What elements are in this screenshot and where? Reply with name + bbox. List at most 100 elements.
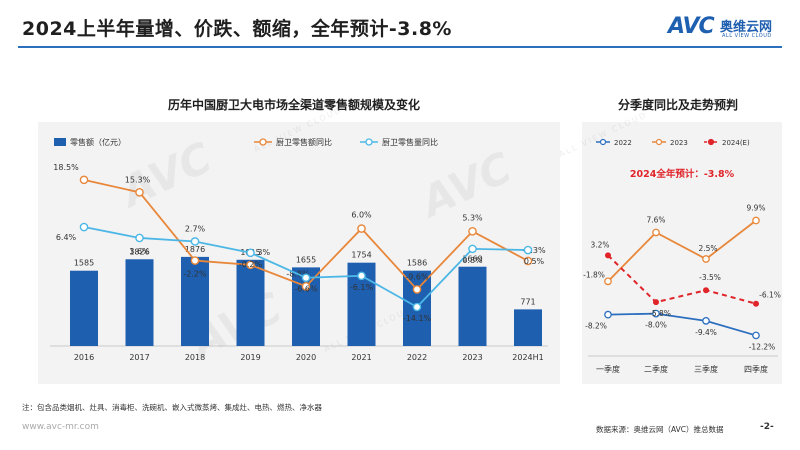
legend-bar-label: 零售额（亿元） xyxy=(70,137,126,147)
series-2024(E)-label: 3.2% xyxy=(590,240,609,249)
value-yoy-label: -9.6% xyxy=(405,272,429,281)
avc-logo: AVC 奥维云网 ALL VIEW CLOUD xyxy=(668,14,784,44)
value-yoy-point xyxy=(357,224,366,233)
x-tick-label: 2020 xyxy=(296,353,316,362)
series-2022-label: -8.2% xyxy=(585,322,607,331)
value-yoy-label: 5.3% xyxy=(462,213,483,222)
legend-volume-yoy-label: 厨卫零售量同比 xyxy=(382,137,438,147)
series-2024(E)-label: -6.1% xyxy=(759,291,781,300)
legend-value-yoy-label: 厨卫零售额同比 xyxy=(276,137,332,147)
x-tick-label: 2016 xyxy=(74,353,94,362)
logo-en: ALL VIEW CLOUD xyxy=(722,33,772,39)
bar-value-label: 1754 xyxy=(351,251,371,260)
series-2023-label: -1.8% xyxy=(583,270,605,279)
x-tick-label: 2023 xyxy=(462,353,482,362)
series-2024(E)-point xyxy=(703,287,709,294)
bar-value-label: 1586 xyxy=(407,259,427,268)
website-link[interactable]: www.avc-mr.com xyxy=(22,422,99,432)
forecast-annotation: 2024全年预计：-3.8% xyxy=(630,168,735,180)
series-2024(E)-label: -5.8% xyxy=(649,309,671,318)
value-yoy-point xyxy=(190,256,200,265)
bar-2018 xyxy=(181,256,209,346)
value-yoy-label: -3.3% xyxy=(247,248,271,257)
value-yoy-point xyxy=(412,285,422,294)
page-number: -2- xyxy=(760,422,774,432)
right-x-tick-label: 二季度 xyxy=(644,364,668,374)
series-2023-point xyxy=(604,277,612,286)
logo-cn: 奥维云网 xyxy=(720,20,773,35)
series-2023-point xyxy=(752,216,760,225)
volume-yoy-point xyxy=(79,222,89,232)
volume-yoy-point xyxy=(135,233,144,243)
value-yoy-label: 18.5% xyxy=(53,163,79,172)
series-2022-label: -12.2% xyxy=(749,342,776,351)
series-2023-point xyxy=(652,228,660,237)
series-2022-label: -8.0% xyxy=(645,321,667,330)
bar-value-label: 1826 xyxy=(129,247,149,256)
right-chart-title: 分季度同比及走势预判 xyxy=(618,98,739,112)
value-yoy-label: 6.0% xyxy=(351,211,372,220)
volume-yoy-label: -14.1% xyxy=(403,314,432,323)
volume-yoy-point xyxy=(412,302,422,312)
bar-2024H1 xyxy=(514,309,542,346)
volume-yoy-point xyxy=(357,271,366,281)
series-2024(E)-point xyxy=(605,252,611,259)
value-yoy-point xyxy=(79,175,89,185)
x-tick-label: 2022 xyxy=(407,353,427,362)
value-yoy-point xyxy=(135,188,144,197)
volume-yoy-point xyxy=(246,248,255,258)
x-tick-label: 2019 xyxy=(240,353,260,362)
legend-2024(E)-label: 2024(E) xyxy=(722,139,750,147)
series-2023-point xyxy=(702,255,710,263)
x-tick-label: 2018 xyxy=(185,353,205,362)
value-yoy-point xyxy=(523,256,533,266)
legend-volume-yoy-marker xyxy=(365,138,373,146)
volume-yoy-label: -0.2% xyxy=(239,260,263,269)
legend-2022-marker xyxy=(599,138,607,146)
right-x-tick-label: 一季度 xyxy=(596,364,620,374)
left-chart-title: 历年中国厨卫大电市场全渠道零售额规模及变化 xyxy=(168,98,421,112)
series-2022-point xyxy=(652,309,660,318)
x-tick-label: 2024H1 xyxy=(512,353,543,362)
legend-value-yoy-marker xyxy=(259,138,267,146)
bar-2016 xyxy=(70,270,98,346)
value-yoy-label: -2.3% xyxy=(522,246,546,255)
legend-2023-label: 2023 xyxy=(670,139,688,147)
volume-yoy-label: -6.6% xyxy=(294,285,318,294)
right-x-tick-label: 四季度 xyxy=(744,364,768,374)
series-2024(E)-line xyxy=(607,254,757,305)
bar-value-label: 1585 xyxy=(74,259,94,268)
volume-yoy-point xyxy=(190,237,200,246)
bar-value-label: 1876 xyxy=(185,245,205,254)
bar-value-label: 771 xyxy=(520,297,535,306)
bar-value-label: 1669 xyxy=(462,255,482,264)
series-2024(E)-point xyxy=(753,300,759,307)
volume-yoy-label: 0.8% xyxy=(462,256,483,265)
series-2023-line xyxy=(607,219,757,282)
x-tick-label: 2021 xyxy=(351,353,371,362)
series-2022-point xyxy=(702,317,710,325)
series-2023-label: 2.5% xyxy=(698,244,717,253)
value-yoy-point xyxy=(468,227,477,236)
series-2023-label: 7.6% xyxy=(646,215,665,224)
legend-2023-marker xyxy=(655,138,663,146)
bar-2023 xyxy=(458,266,487,346)
bar-2017 xyxy=(125,259,154,346)
value-yoy-point xyxy=(301,282,311,291)
x-tick-label: 2017 xyxy=(129,353,149,362)
page-title: 2024上半年量增、价跌、额缩，全年预计-3.8% xyxy=(22,18,452,40)
volume-yoy-label: -6.1% xyxy=(350,283,374,292)
legend-bar-swatch xyxy=(54,138,66,146)
series-2024(E)-label: -3.5% xyxy=(699,273,721,282)
legend-2022-label: 2022 xyxy=(614,139,632,147)
right-chart-panel xyxy=(582,122,782,384)
logo-word: AVC xyxy=(668,14,715,39)
series-2022-label: -9.4% xyxy=(695,328,717,337)
footnote: 注：包含品类烟机、灶具、消毒柜、洗碗机、嵌入式微蒸烤、集成灶、电热、燃热、净水器 xyxy=(22,403,322,412)
value-yoy-point xyxy=(246,260,255,270)
series-2022-point xyxy=(752,331,760,340)
volume-yoy-label: 3.6% xyxy=(129,247,150,256)
series-2022-line xyxy=(607,312,757,337)
data-source: 数据来源：奥维云网（AVC）推总数据 xyxy=(596,425,724,434)
series-2022-point xyxy=(604,310,612,319)
